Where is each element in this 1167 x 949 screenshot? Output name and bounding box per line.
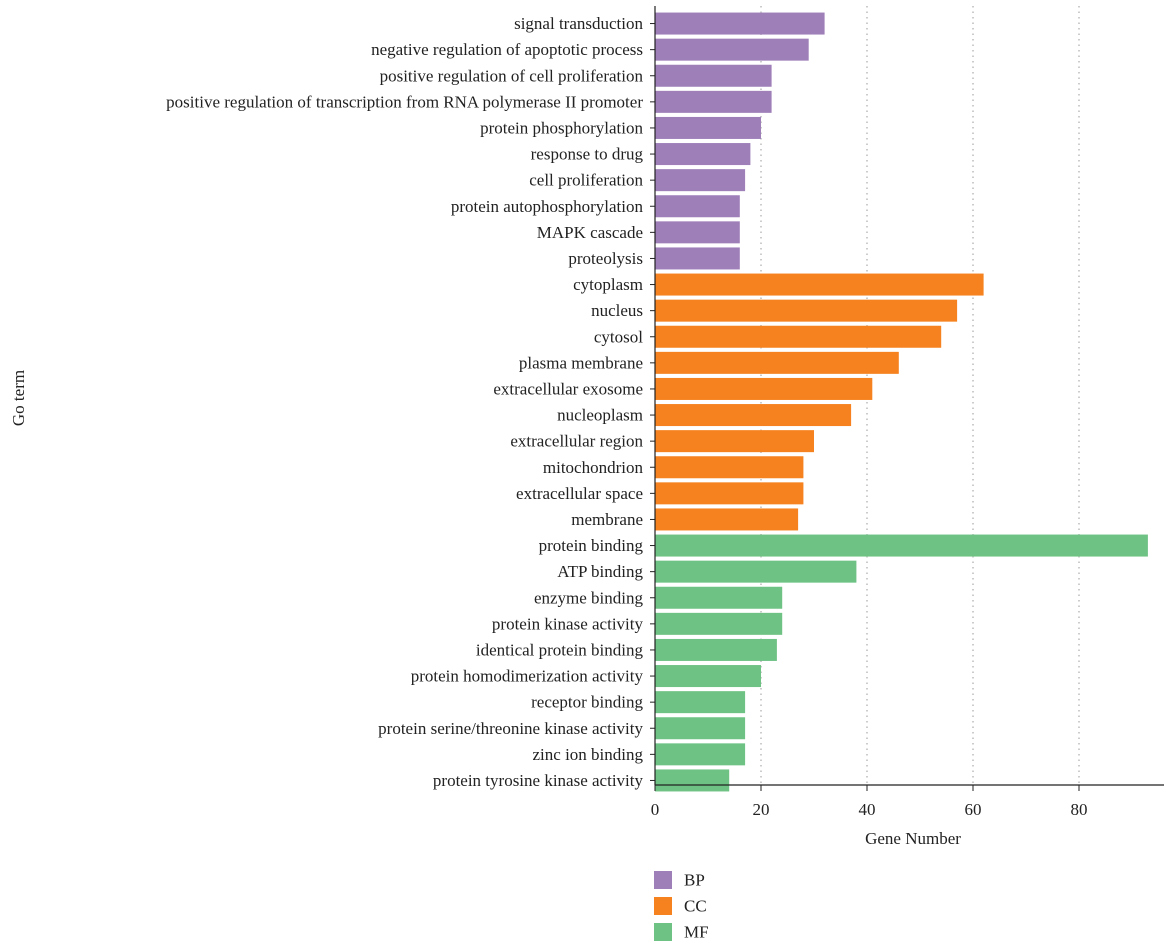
category-label: positive regulation of transcription fro… bbox=[166, 92, 643, 111]
category-label: protein homodimerization activity bbox=[411, 667, 644, 686]
bars bbox=[655, 12, 1148, 792]
bar bbox=[655, 743, 746, 766]
category-label: zinc ion binding bbox=[533, 745, 644, 764]
category-label: protein serine/threonine kinase activity bbox=[378, 719, 643, 738]
bar bbox=[655, 195, 740, 218]
x-tick-label: 60 bbox=[965, 800, 982, 819]
legend: BP CC MF bbox=[654, 871, 709, 942]
legend-label: MF bbox=[684, 923, 709, 942]
bar bbox=[655, 691, 746, 714]
bar bbox=[655, 404, 852, 427]
category-label: protein tyrosine kinase activity bbox=[433, 771, 644, 790]
x-tick-label: 80 bbox=[1071, 800, 1088, 819]
category-label: receptor binding bbox=[531, 693, 643, 712]
bar bbox=[655, 638, 777, 661]
category-label: extracellular region bbox=[510, 432, 643, 451]
bar bbox=[655, 12, 825, 35]
bar bbox=[655, 482, 804, 505]
category-label: plasma membrane bbox=[519, 353, 643, 372]
bar bbox=[655, 717, 746, 740]
category-label: positive regulation of cell proliferatio… bbox=[380, 66, 644, 85]
category-label: nucleus bbox=[591, 301, 643, 320]
category-label: cytosol bbox=[594, 327, 643, 346]
bar bbox=[655, 586, 783, 609]
bar bbox=[655, 534, 1148, 557]
category-label: identical protein binding bbox=[476, 640, 644, 659]
legend-label: CC bbox=[684, 897, 707, 916]
x-tick-label: 40 bbox=[859, 800, 876, 819]
category-label: membrane bbox=[571, 510, 643, 529]
bar bbox=[655, 325, 942, 348]
bar bbox=[655, 64, 772, 87]
category-label: enzyme binding bbox=[534, 588, 644, 607]
bar bbox=[655, 38, 809, 61]
bar bbox=[655, 665, 761, 688]
category-label: protein phosphorylation bbox=[480, 118, 643, 137]
bar bbox=[655, 508, 799, 531]
bar bbox=[655, 273, 984, 296]
legend-swatch bbox=[654, 897, 672, 915]
legend-swatch bbox=[654, 871, 672, 889]
category-label: extracellular space bbox=[516, 484, 643, 503]
category-label: ATP binding bbox=[557, 562, 643, 581]
category-label: extracellular exosome bbox=[493, 379, 643, 398]
category-label: protein binding bbox=[539, 536, 644, 555]
bar bbox=[655, 612, 783, 635]
category-label: signal transduction bbox=[514, 14, 643, 33]
legend-label: BP bbox=[684, 871, 705, 890]
category-label: mitochondrion bbox=[543, 458, 644, 477]
x-tick-label: 20 bbox=[753, 800, 770, 819]
category-label: response to drug bbox=[531, 145, 644, 164]
bar bbox=[655, 247, 740, 270]
category-label: proteolysis bbox=[568, 249, 643, 268]
axes: 0 20 40 60 80 bbox=[650, 6, 1164, 819]
x-axis-title: Gene Number bbox=[865, 829, 961, 848]
bar bbox=[655, 169, 746, 192]
y-axis-title: Go term bbox=[9, 370, 28, 426]
bar bbox=[655, 221, 740, 244]
bar bbox=[655, 351, 899, 374]
bar bbox=[655, 116, 761, 139]
category-label: nucleoplasm bbox=[557, 406, 643, 425]
category-labels: signal transduction negative regulation o… bbox=[166, 14, 643, 790]
category-label: MAPK cascade bbox=[537, 223, 643, 242]
bar bbox=[655, 430, 814, 453]
x-tick-label: 0 bbox=[651, 800, 660, 819]
bar bbox=[655, 456, 804, 479]
category-label: cell proliferation bbox=[529, 171, 643, 190]
bar bbox=[655, 769, 730, 792]
category-label: protein kinase activity bbox=[492, 614, 644, 633]
category-label: negative regulation of apoptotic process bbox=[371, 40, 643, 59]
bar bbox=[655, 377, 873, 400]
category-label: protein autophosphorylation bbox=[451, 197, 644, 216]
bar bbox=[655, 90, 772, 113]
bar bbox=[655, 299, 958, 322]
bar bbox=[655, 560, 857, 583]
bar bbox=[655, 143, 751, 166]
category-label: cytoplasm bbox=[573, 275, 643, 294]
legend-swatch bbox=[654, 923, 672, 941]
